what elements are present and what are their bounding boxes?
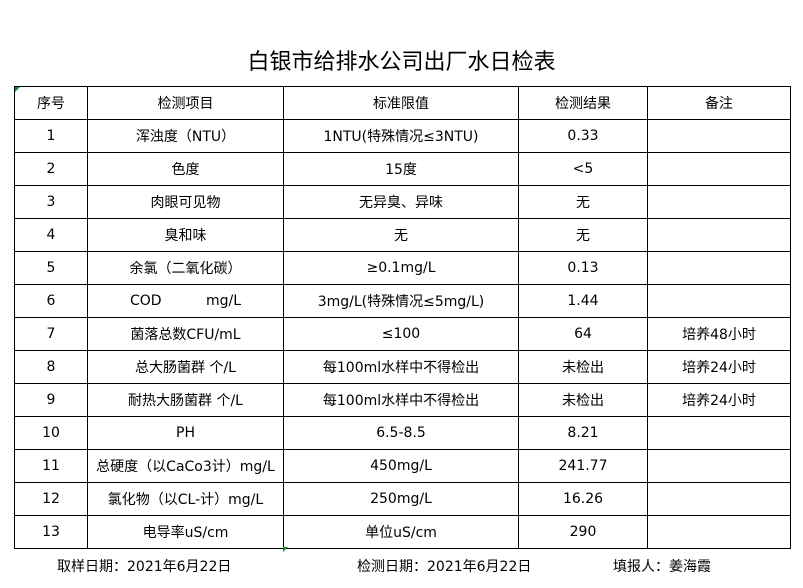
cell-item: 电导率uS/cm xyxy=(87,515,284,549)
cell-standard: 每100ml水样中不得检出 xyxy=(283,383,519,417)
table-row: 2 色度 15度 <5 xyxy=(14,152,791,186)
cell-seq: 8 xyxy=(14,350,88,384)
table-row: 9 耐热大肠菌群 个/L 每100ml水样中不得检出 未检出 培养24小时 xyxy=(14,383,791,417)
cell-marker xyxy=(283,547,288,552)
inspection-table: 序号 检测项目 标准限值 检测结果 备注 1 浑浊度（NTU） 1NTU(特殊情况≤3NTU)… xyxy=(14,86,791,549)
cell-result: 0.13 xyxy=(518,251,648,285)
header-item: 检测项目 xyxy=(87,86,284,120)
cell-remark xyxy=(647,416,791,450)
cell-seq: 1 xyxy=(14,119,88,153)
cell-standard: 6.5-8.5 xyxy=(283,416,519,450)
cell-standard: ≥0.1mg/L xyxy=(283,251,519,285)
cell-item: 总硬度（以CaCo3计）mg/L xyxy=(87,449,284,483)
cell-seq: 7 xyxy=(14,317,88,351)
cell-seq: 9 xyxy=(14,383,88,417)
reporter: 填报人：姜海霞 xyxy=(613,559,711,575)
cell-item: PH xyxy=(87,416,284,450)
cell-result: <5 xyxy=(518,152,648,186)
cell-standard: 无异臭、异味 xyxy=(283,185,519,219)
table-row: 7 菌落总数CFU/mL ≤100 64 培养48小时 xyxy=(14,317,791,351)
cell-remark xyxy=(647,218,791,252)
cell-seq: 4 xyxy=(14,218,88,252)
cell-result: 241.77 xyxy=(518,449,648,483)
cell-standard: 无 xyxy=(283,218,519,252)
cell-item: 余氯（二氧化碳） xyxy=(87,251,284,285)
cell-seq: 10 xyxy=(14,416,88,450)
table-row: 10 PH 6.5-8.5 8.21 xyxy=(14,416,791,450)
cell-seq: 13 xyxy=(14,515,88,549)
cell-remark: 培养24小时 xyxy=(647,350,791,384)
cell-standard: ≤100 xyxy=(283,317,519,351)
cell-standard: 250mg/L xyxy=(283,482,519,516)
cell-item: COD mg/L xyxy=(87,284,284,318)
cell-item: 肉眼可见物 xyxy=(87,185,284,219)
cell-result: 290 xyxy=(518,515,648,549)
cell-item: 耐热大肠菌群 个/L xyxy=(87,383,284,417)
test-date: 检测日期：2021年6月22日 xyxy=(357,559,532,575)
cell-remark xyxy=(647,251,791,285)
cell-item: 菌落总数CFU/mL xyxy=(87,317,284,351)
header-seq: 序号 xyxy=(14,86,88,120)
cell-standard: 每100ml水样中不得检出 xyxy=(283,350,519,384)
cell-seq: 11 xyxy=(14,449,88,483)
cell-item: 氯化物（以CL-计）mg/L xyxy=(87,482,284,516)
cell-result: 8.21 xyxy=(518,416,648,450)
cell-standard: 单位uS/cm xyxy=(283,515,519,549)
table-row: 8 总大肠菌群 个/L 每100ml水样中不得检出 未检出 培养24小时 xyxy=(14,350,791,384)
cell-remark xyxy=(647,482,791,516)
cell-item: 浑浊度（NTU） xyxy=(87,119,284,153)
table-row: 4 臭和味无无 xyxy=(14,218,791,252)
table-row: 3 肉眼可见物 无异臭、异味无 xyxy=(14,185,791,219)
cell-result: 未检出 xyxy=(518,350,648,384)
cell-result: 无 xyxy=(518,218,648,252)
cell-result: 16.26 xyxy=(518,482,648,516)
cell-seq: 3 xyxy=(14,185,88,219)
table-row: 5 余氯（二氧化碳） ≥0.1mg/L 0.13 xyxy=(14,251,791,285)
table-row: 11 总硬度（以CaCo3计）mg/L 450mg/L 241.77 xyxy=(14,449,791,483)
table-row: 6 COD mg/L 3mg/L(特殊情况≤5mg/L) 1.44 xyxy=(14,284,791,318)
header-standard: 标准限值 xyxy=(283,86,519,120)
sample-date: 取样日期：2021年6月22日 xyxy=(57,559,232,575)
cell-result: 未检出 xyxy=(518,383,648,417)
cell-standard: 450mg/L xyxy=(283,449,519,483)
cell-remark xyxy=(647,185,791,219)
cell-seq: 5 xyxy=(14,251,88,285)
cell-result: 1.44 xyxy=(518,284,648,318)
page-title: 白银市给排水公司出厂水日检表 xyxy=(247,50,556,75)
cell-seq: 12 xyxy=(14,482,88,516)
cell-seq: 2 xyxy=(14,152,88,186)
table-row: 13 电导率uS/cm 单位uS/cm 290 xyxy=(14,515,791,549)
cell-remark xyxy=(647,284,791,318)
cell-item: 色度 xyxy=(87,152,284,186)
cell-item: 总大肠菌群 个/L xyxy=(87,350,284,384)
cell-remark xyxy=(647,515,791,549)
cell-result: 64 xyxy=(518,317,648,351)
cell-seq: 6 xyxy=(14,284,88,318)
cell-remark xyxy=(647,449,791,483)
cell-remark: 培养24小时 xyxy=(647,383,791,417)
cell-standard: 3mg/L(特殊情况≤5mg/L) xyxy=(283,284,519,318)
cell-result: 0.33 xyxy=(518,119,648,153)
cell-remark: 培养48小时 xyxy=(647,317,791,351)
cell-standard: 1NTU(特殊情况≤3NTU) xyxy=(283,119,519,153)
header-result: 检测结果 xyxy=(518,86,648,120)
cell-result: 无 xyxy=(518,185,648,219)
cell-item: 臭和味 xyxy=(87,218,284,252)
header-row: 序号 检测项目 标准限值 检测结果 备注 xyxy=(14,86,791,120)
header-remark: 备注 xyxy=(647,86,791,120)
cell-remark xyxy=(647,119,791,153)
cell-remark xyxy=(647,152,791,186)
cell-standard: 15度 xyxy=(283,152,519,186)
table-row: 1 浑浊度（NTU） 1NTU(特殊情况≤3NTU) 0.33 xyxy=(14,119,791,153)
table-row: 12 氯化物（以CL-计）mg/L 250mg/L 16.26 xyxy=(14,482,791,516)
